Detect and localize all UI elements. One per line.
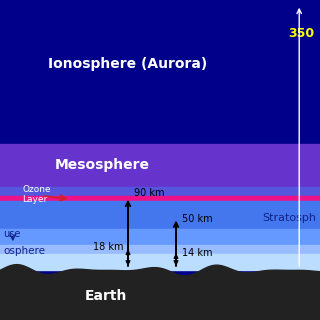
Text: 18 km: 18 km — [93, 242, 123, 252]
Bar — [0, 245, 320, 254]
Text: osphere: osphere — [3, 246, 45, 256]
Bar — [0, 254, 320, 270]
Text: Ionosphere (Aurora): Ionosphere (Aurora) — [48, 57, 208, 71]
Text: Earth: Earth — [84, 289, 127, 303]
Bar — [0, 0, 320, 144]
Bar — [0, 196, 320, 201]
Text: 14 km: 14 km — [182, 248, 213, 258]
Bar — [0, 201, 320, 229]
Text: 90 km: 90 km — [134, 188, 165, 198]
Text: Ozone
Layer: Ozone Layer — [22, 185, 51, 204]
Bar — [0, 187, 320, 197]
Text: Mesosphere: Mesosphere — [54, 158, 149, 172]
Bar — [0, 229, 320, 245]
Text: 350: 350 — [288, 27, 314, 40]
Bar — [0, 144, 320, 187]
Text: use: use — [3, 228, 20, 239]
Text: 50 km: 50 km — [182, 214, 213, 224]
Text: Stratosph: Stratosph — [262, 213, 316, 223]
